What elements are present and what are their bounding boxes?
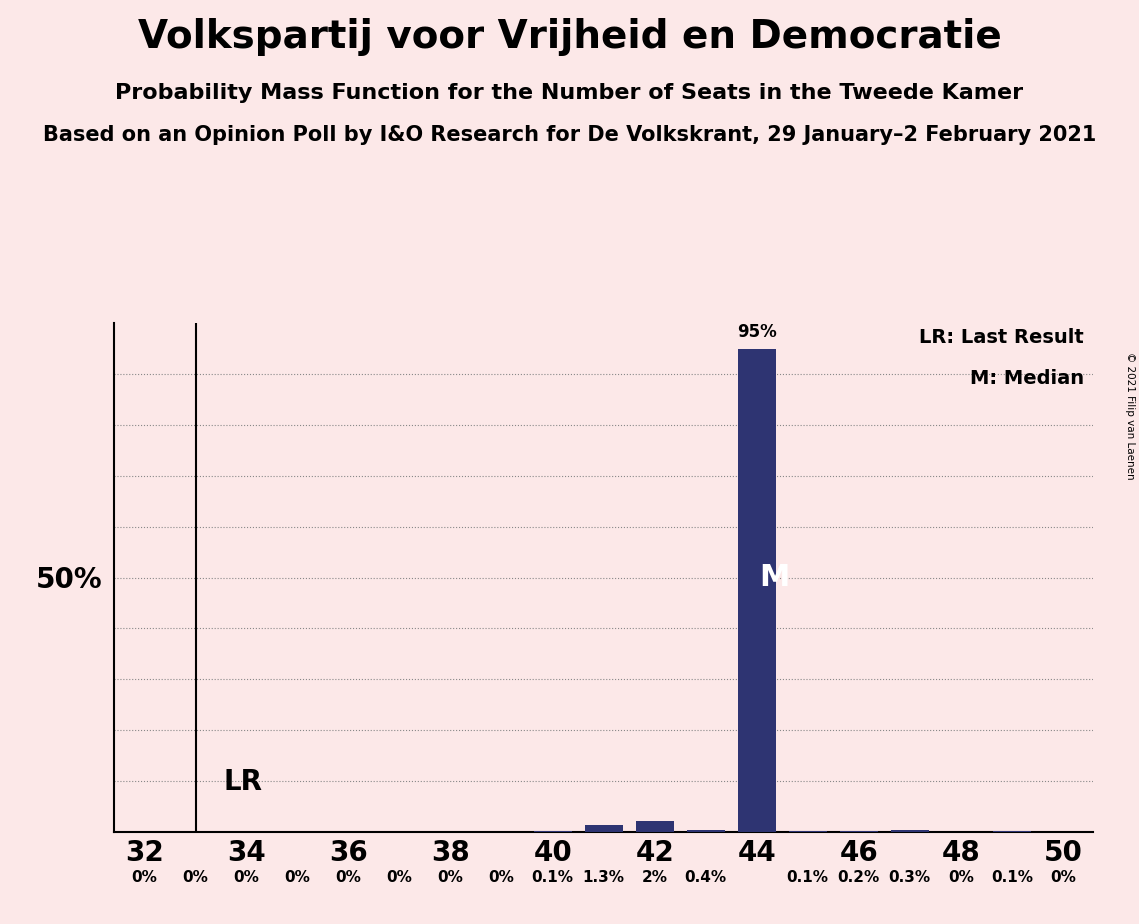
Text: Volkspartij voor Vrijheid en Democratie: Volkspartij voor Vrijheid en Democratie: [138, 18, 1001, 56]
Text: 0%: 0%: [285, 869, 311, 884]
Text: M: M: [760, 563, 789, 592]
Text: Probability Mass Function for the Number of Seats in the Tweede Kamer: Probability Mass Function for the Number…: [115, 83, 1024, 103]
Text: 0.1%: 0.1%: [787, 869, 829, 884]
Text: 0%: 0%: [132, 869, 157, 884]
Bar: [738, 348, 776, 832]
Text: 0.1%: 0.1%: [532, 869, 574, 884]
Text: 95%: 95%: [737, 323, 777, 341]
Bar: [839, 831, 878, 832]
Text: © 2021 Filip van Laenen: © 2021 Filip van Laenen: [1125, 352, 1134, 480]
Text: 0.4%: 0.4%: [685, 869, 727, 884]
Bar: [636, 821, 674, 832]
Text: 1.3%: 1.3%: [583, 869, 624, 884]
Text: LR: LR: [223, 768, 263, 796]
Text: M: Median: M: Median: [969, 369, 1083, 388]
Text: 2%: 2%: [641, 869, 667, 884]
Text: 0%: 0%: [948, 869, 974, 884]
Bar: [584, 825, 623, 832]
Bar: [687, 830, 724, 832]
Text: 0.1%: 0.1%: [991, 869, 1033, 884]
Text: 0%: 0%: [336, 869, 361, 884]
Text: 0%: 0%: [437, 869, 464, 884]
Text: 0%: 0%: [386, 869, 412, 884]
Text: 0.3%: 0.3%: [888, 869, 931, 884]
Text: 0%: 0%: [1050, 869, 1075, 884]
Text: 0%: 0%: [233, 869, 260, 884]
Text: LR: Last Result: LR: Last Result: [919, 328, 1083, 347]
Text: 0%: 0%: [489, 869, 515, 884]
Text: 0%: 0%: [182, 869, 208, 884]
Text: 0.2%: 0.2%: [837, 869, 880, 884]
Text: Based on an Opinion Poll by I&O Research for De Volkskrant, 29 January–2 Februar: Based on an Opinion Poll by I&O Research…: [43, 125, 1096, 145]
Bar: [891, 830, 929, 832]
